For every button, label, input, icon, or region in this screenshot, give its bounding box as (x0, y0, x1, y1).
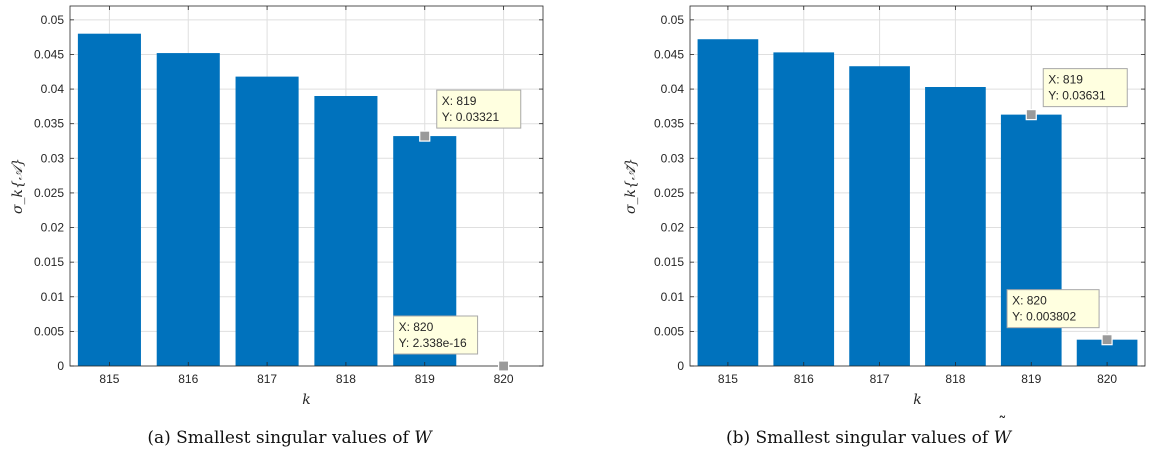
figure-a: 0 0.005 0.01 0.015 0.02 0.025 0.03 0.035 0.04 0.0… (0, 0, 579, 458)
x-tick-label: 818 (945, 372, 965, 386)
y-tick-label: 0.045 (654, 47, 684, 61)
y-tick-label: 0.045 (34, 47, 64, 61)
bar-817 (236, 77, 299, 366)
y-tick-label: 0.01 (661, 290, 685, 304)
y-tick-label: 0.01 (41, 290, 65, 304)
x-tick-label: 818 (336, 372, 356, 386)
x-tick-label: 820 (1097, 372, 1117, 386)
y-tick-label: 0.005 (34, 324, 64, 338)
y-tick-label: 0.03 (661, 151, 685, 165)
datatip-marker (499, 361, 509, 371)
datatip-x: X: 820 (399, 320, 434, 334)
bar-chart-b: 0 0.005 0.01 0.015 0.02 0.025 0.03 0.035 0.04 0.0… (579, 0, 1158, 420)
y-tick-label: 0.05 (661, 13, 685, 27)
datatip-y: Y: 0.03631 (1048, 89, 1106, 103)
y-tick-label: 0.015 (654, 255, 684, 269)
y-tick-label: 0.015 (34, 255, 64, 269)
y-tick-label: 0.035 (34, 117, 64, 131)
caption-b-text: (b) Smallest singular values of (726, 428, 988, 448)
y-tick-label: 0.025 (34, 186, 64, 200)
x-tick-label: 820 (494, 372, 514, 386)
bar-818 (925, 87, 986, 366)
x-tick-label: 815 (99, 372, 119, 386)
x-axis-label: k (913, 392, 921, 408)
datatip-x: X: 819 (442, 94, 477, 108)
x-tick-label: 815 (718, 372, 738, 386)
caption-a-var: W (414, 428, 431, 448)
y-axis-label: σ_k{𝒜} (10, 158, 26, 214)
bar-816 (157, 53, 220, 366)
bar-chart-a: 0 0.005 0.01 0.015 0.02 0.025 0.03 0.035 0.04 0.0… (0, 0, 579, 420)
x-tick-label: 817 (257, 372, 277, 386)
datatip-x: X: 820 (1012, 294, 1047, 308)
datatip-y: Y: 2.338e-16 (399, 336, 467, 350)
y-tick-label: 0 (677, 359, 684, 373)
x-tick-label: 819 (415, 372, 435, 386)
y-tick-label: 0 (57, 359, 64, 373)
x-tick-label: 817 (870, 372, 890, 386)
caption-a: (a) Smallest singular values of W (0, 428, 579, 448)
bar-815 (78, 34, 141, 366)
y-tick-label: 0.04 (661, 82, 685, 96)
x-axis-label: k (302, 392, 310, 408)
caption-b-var: ˜ W (994, 428, 1011, 448)
bar-815 (698, 39, 759, 366)
y-tick-label: 0.005 (654, 324, 684, 338)
caption-b: (b) Smallest singular values of ˜ W (579, 428, 1158, 448)
y-tick-label: 0.035 (654, 117, 684, 131)
datatip-marker (1026, 110, 1036, 120)
datatip-x: X: 819 (1048, 73, 1083, 87)
y-tick-label: 0.05 (41, 13, 65, 27)
bar-818 (314, 96, 377, 366)
datatip-marker (1102, 335, 1112, 345)
y-axis-label: σ_k{𝒜̃} (623, 158, 639, 214)
y-tick-label: 0.02 (661, 221, 685, 235)
x-tick-label: 819 (1021, 372, 1041, 386)
y-tick-label: 0.03 (41, 151, 65, 165)
datatip-marker (420, 131, 430, 141)
y-tick-label: 0.02 (41, 221, 65, 235)
bar-819 (1001, 115, 1062, 366)
x-tick-label: 816 (178, 372, 198, 386)
figure-b: 0 0.005 0.01 0.015 0.02 0.025 0.03 0.035 0.04 0.0… (579, 0, 1158, 458)
bar-817 (849, 66, 910, 366)
datatip-y: Y: 0.003802 (1012, 310, 1076, 324)
y-tick-label: 0.04 (41, 82, 65, 96)
datatip-y: Y: 0.03321 (442, 110, 500, 124)
caption-a-text: (a) Smallest singular values of (147, 428, 408, 448)
bar-816 (773, 52, 834, 366)
y-tick-label: 0.025 (654, 186, 684, 200)
tilde-mark: ˜ (994, 414, 1011, 434)
x-tick-label: 816 (794, 372, 814, 386)
